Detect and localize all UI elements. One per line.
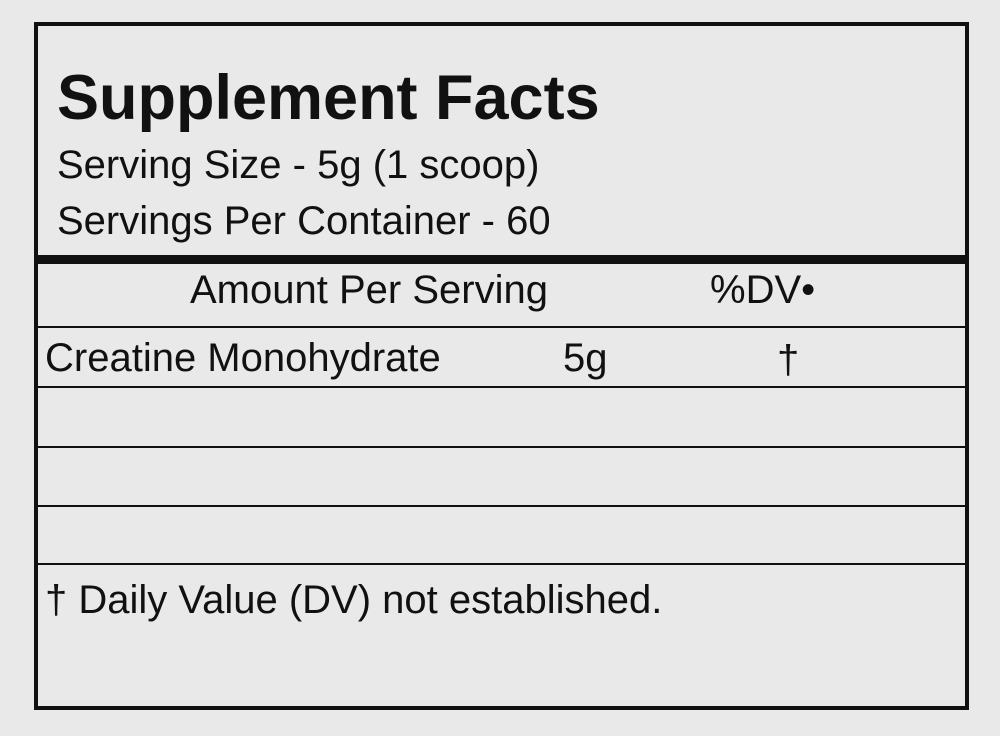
footnote: † Daily Value (DV) not established.: [45, 578, 663, 622]
row-divider: [36, 505, 965, 507]
row-divider: [36, 446, 965, 448]
dv-header: %DV•: [710, 268, 816, 312]
amount-header: Amount Per Serving: [190, 268, 548, 312]
ingredient-dv: †: [777, 338, 800, 382]
serving-size: Serving Size - 5g (1 scoop): [57, 143, 540, 187]
row-divider: [36, 326, 965, 328]
supplement-facts-panel: [34, 22, 969, 710]
servings-per-container: Servings Per Container - 60: [57, 199, 551, 243]
ingredient-amount: 5g: [563, 336, 608, 380]
row-divider: [36, 563, 965, 565]
panel-title: Supplement Facts: [57, 63, 600, 133]
thick-divider: [36, 255, 965, 264]
ingredient-name: Creatine Monohydrate: [45, 336, 441, 380]
row-divider: [36, 386, 965, 388]
